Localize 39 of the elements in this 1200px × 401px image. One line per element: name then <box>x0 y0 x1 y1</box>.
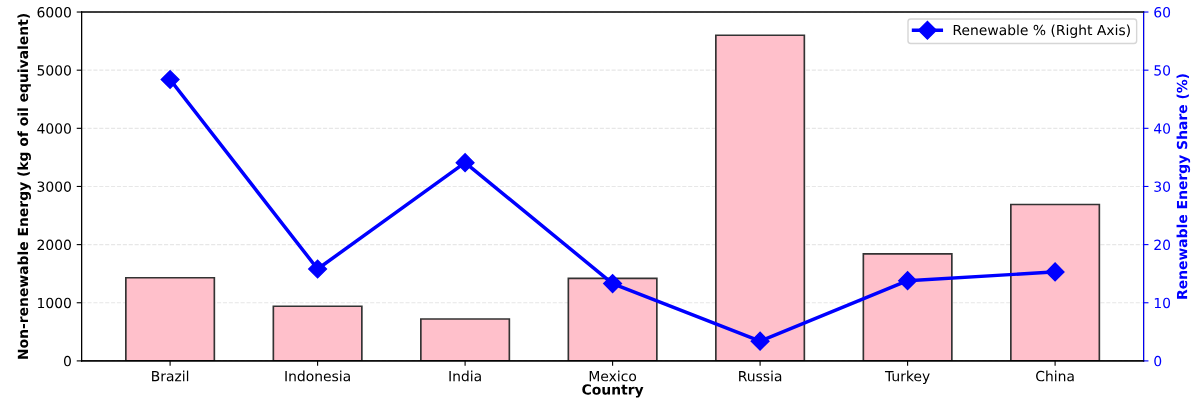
bar <box>567 277 658 361</box>
point <box>308 259 328 279</box>
y-tick-label: 1000 <box>38 297 71 309</box>
x-tick-label: China <box>1036 370 1074 382</box>
bar <box>1010 203 1101 361</box>
y2-tick-label: 20 <box>1154 239 1171 251</box>
bar <box>862 253 953 361</box>
y2-axis-title: Renewable Energy Share (%) <box>1176 74 1191 299</box>
y-tick-label: 4000 <box>37 123 71 134</box>
point <box>160 69 180 90</box>
x-tick-label: Brazil <box>152 370 189 382</box>
bar <box>125 276 216 361</box>
x-tick-label: Russia <box>739 370 782 382</box>
y-tick-label: 5000 <box>37 65 71 76</box>
bar <box>420 318 511 361</box>
y-axis-title: Non-renewable Energy (kg of oil equivalent) <box>17 14 31 359</box>
point <box>1045 262 1065 282</box>
x-tick-label: India <box>449 370 481 382</box>
x-tick-label: Mexico <box>589 370 637 382</box>
y-tick-label: 6000 <box>37 7 71 18</box>
bar <box>715 34 806 361</box>
y-tick-label: 0 <box>63 355 71 367</box>
point <box>603 274 623 294</box>
y2-tick-label: 50 <box>1154 65 1171 76</box>
point <box>455 153 475 173</box>
x-tick-label: Indonesia <box>285 370 350 382</box>
bar <box>272 305 363 361</box>
y-tick-label: 3000 <box>37 181 71 192</box>
y2-tick-label: 30 <box>1154 181 1171 192</box>
y2-tick-label: 60 <box>1154 7 1171 18</box>
y2-tick-label: 10 <box>1154 297 1171 309</box>
point <box>750 331 770 351</box>
x-tick-label: Turkey <box>884 370 930 385</box>
y-tick-label: 2000 <box>37 239 71 251</box>
x-axis-title: Country <box>582 384 644 398</box>
y2-tick-label: 0 <box>1154 355 1162 367</box>
point <box>898 271 918 291</box>
legend-label: Renewable % (Right Axis) <box>953 24 1130 38</box>
y2-tick-label: 40 <box>1154 123 1171 134</box>
